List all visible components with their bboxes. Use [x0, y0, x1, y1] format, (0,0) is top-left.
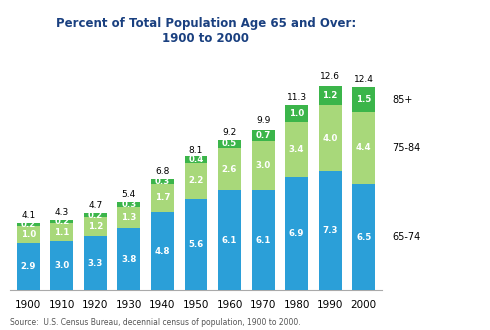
Bar [218, 190, 241, 290]
Text: 0.4: 0.4 [188, 155, 204, 164]
Bar [319, 85, 342, 105]
Text: 4.3: 4.3 [55, 208, 69, 217]
Text: 9.2: 9.2 [222, 128, 237, 137]
Text: 1.1: 1.1 [54, 228, 70, 237]
Bar [185, 163, 207, 199]
Text: 6.5: 6.5 [356, 233, 371, 242]
Text: 1.7: 1.7 [155, 193, 170, 202]
Text: 5.4: 5.4 [122, 190, 136, 199]
Text: 3.4: 3.4 [289, 145, 304, 154]
Bar [285, 105, 308, 122]
Text: 1.2: 1.2 [322, 91, 338, 100]
Bar [319, 105, 342, 171]
Text: 2.9: 2.9 [21, 262, 36, 271]
Bar [50, 241, 73, 290]
Text: 1.3: 1.3 [121, 213, 137, 222]
Bar [285, 177, 308, 290]
Bar [319, 171, 342, 290]
Bar [352, 112, 375, 184]
Bar [17, 223, 40, 226]
Text: 1.0: 1.0 [289, 109, 304, 118]
Bar [252, 141, 274, 190]
Bar [118, 202, 140, 207]
Text: 0.2: 0.2 [88, 211, 103, 219]
Text: 4.4: 4.4 [356, 143, 371, 152]
Text: 65-74: 65-74 [392, 232, 420, 242]
Text: 7.3: 7.3 [322, 226, 338, 235]
Bar [84, 217, 107, 236]
Bar [252, 190, 274, 290]
Bar [185, 199, 207, 290]
Text: 0.3: 0.3 [155, 177, 170, 186]
Text: 9.9: 9.9 [256, 116, 270, 125]
Bar [151, 212, 174, 290]
Text: Source:  U.S. Census Bureau, decennial census of population, 1900 to 2000.: Source: U.S. Census Bureau, decennial ce… [10, 318, 300, 327]
Bar [352, 87, 375, 112]
Text: 2.6: 2.6 [222, 165, 237, 174]
Bar [285, 122, 308, 177]
Text: 2.2: 2.2 [188, 176, 204, 185]
Text: 12.4: 12.4 [354, 75, 374, 84]
Text: 3.0: 3.0 [255, 161, 270, 170]
Text: 0.2: 0.2 [54, 217, 70, 226]
Text: 3.3: 3.3 [88, 259, 103, 268]
Text: 1.5: 1.5 [356, 95, 371, 104]
Text: 3.8: 3.8 [121, 255, 137, 264]
Text: Percent of Total Population Age 65 and Over:
1900 to 2000: Percent of Total Population Age 65 and O… [56, 16, 356, 45]
Bar [118, 228, 140, 290]
Text: 6.8: 6.8 [155, 167, 170, 176]
Bar [118, 207, 140, 228]
Text: 75-84: 75-84 [392, 143, 420, 153]
Text: 11.3: 11.3 [287, 93, 307, 102]
Bar [151, 179, 174, 184]
Bar [218, 140, 241, 148]
Text: 8.1: 8.1 [189, 146, 203, 155]
Text: 6.1: 6.1 [222, 236, 237, 245]
Bar [50, 220, 73, 223]
Text: 4.0: 4.0 [322, 134, 338, 143]
Text: 0.3: 0.3 [122, 200, 137, 209]
Bar [218, 148, 241, 190]
Text: 3.0: 3.0 [54, 261, 70, 270]
Bar [17, 226, 40, 243]
Text: 5.6: 5.6 [188, 240, 204, 249]
Text: 12.6: 12.6 [320, 72, 340, 81]
Text: 1.0: 1.0 [21, 230, 36, 239]
Text: 6.1: 6.1 [255, 236, 271, 245]
Text: 1.2: 1.2 [88, 222, 103, 231]
Bar [252, 130, 274, 141]
Text: 4.8: 4.8 [155, 247, 170, 255]
Text: 0.2: 0.2 [21, 220, 36, 229]
Bar [50, 223, 73, 241]
Text: 0.7: 0.7 [255, 131, 271, 140]
Text: 4.1: 4.1 [21, 211, 35, 220]
Bar [185, 156, 207, 163]
Bar [352, 184, 375, 290]
Text: 85+: 85+ [392, 94, 412, 105]
Bar [84, 236, 107, 290]
Bar [84, 214, 107, 217]
Text: 6.9: 6.9 [289, 229, 304, 238]
Text: 0.5: 0.5 [222, 139, 237, 148]
Text: 4.7: 4.7 [88, 201, 102, 211]
Bar [151, 184, 174, 212]
Bar [17, 243, 40, 290]
